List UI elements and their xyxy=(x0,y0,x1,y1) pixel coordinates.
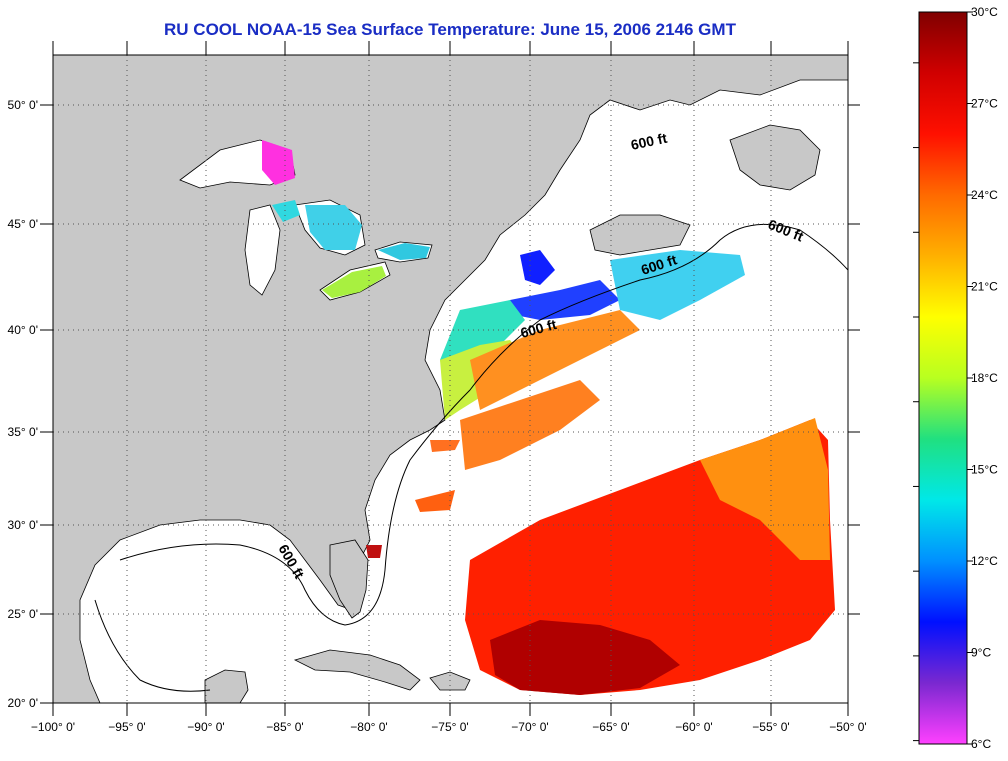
map-title: RU COOL NOAA-15 Sea Surface Temperature:… xyxy=(164,20,736,39)
celsius-label: 15°C xyxy=(971,463,998,477)
lat-label: 40° 0' xyxy=(8,323,38,337)
yucatan-land xyxy=(204,669,249,703)
lon-label: −100° 0' xyxy=(31,720,75,734)
sst-lake-superior xyxy=(262,140,295,185)
colorbar-ticks xyxy=(913,11,973,745)
nova-scotia-land xyxy=(589,214,691,256)
sst-sargasso-dark xyxy=(490,620,680,695)
colorbar-labels: 30°C27°C24°C21°C18°C15°C12°C9°C6°C83°F78… xyxy=(971,5,998,751)
lat-label: 20° 0' xyxy=(8,696,38,710)
sst-lake-huron xyxy=(305,205,362,250)
colorbar-gradient xyxy=(918,11,968,745)
lon-label: −80° 0' xyxy=(350,720,387,734)
lon-label: −75° 0' xyxy=(431,720,468,734)
celsius-label: 18°C xyxy=(971,371,998,385)
depth-label: 600 ft xyxy=(629,130,668,153)
lon-label: −65° 0' xyxy=(592,720,629,734)
sst-sargasso-orange xyxy=(700,418,830,560)
sst-patch-east-cape xyxy=(415,490,455,512)
sst-map: −100° 0' −95° 0' −90° 0' −85° 0' −80° 0'… xyxy=(8,41,867,734)
florida-land xyxy=(329,539,369,619)
graticule xyxy=(53,55,848,703)
sst-cape-cod-blue xyxy=(520,250,555,285)
lat-label: 35° 0' xyxy=(8,425,38,439)
celsius-label: 6°C xyxy=(971,737,991,751)
lat-label: 30° 0' xyxy=(8,518,38,532)
depth-contour-600ft-gulf xyxy=(94,599,211,692)
celsius-label: 21°C xyxy=(971,280,998,294)
axis-ticks xyxy=(40,41,860,716)
lake-michigan xyxy=(244,204,281,296)
lat-label: 25° 0' xyxy=(8,607,38,621)
lat-label: 45° 0' xyxy=(8,217,38,231)
sst-lake-erie xyxy=(322,266,386,298)
celsius-label: 27°C xyxy=(971,97,998,111)
sst-lake-ontario xyxy=(378,243,430,260)
sst-florida-patch xyxy=(366,545,382,558)
lon-label: −55° 0' xyxy=(752,720,789,734)
lon-label: −60° 0' xyxy=(675,720,712,734)
celsius-label: 24°C xyxy=(971,188,998,202)
sst-slope-orange xyxy=(470,310,640,410)
sst-scotian-shelf xyxy=(610,250,745,320)
lon-label: −70° 0' xyxy=(511,720,548,734)
celsius-label: 9°C xyxy=(971,646,991,660)
sst-gulf-stream-patch xyxy=(430,440,460,452)
sst-lake-michigan xyxy=(272,200,300,222)
latitude-labels: 50° 0' 45° 0' 40° 0' 35° 0' 30° 0' 25° 0… xyxy=(8,98,38,710)
newfoundland-land xyxy=(729,124,821,191)
lat-label: 50° 0' xyxy=(8,98,38,112)
cuba-land xyxy=(293,649,421,691)
lon-label: −95° 0' xyxy=(108,720,145,734)
temperature-colorbar: 30°C27°C24°C21°C18°C15°C12°C9°C6°C83°F78… xyxy=(913,5,998,751)
lon-label: −85° 0' xyxy=(266,720,303,734)
lon-label: −50° 0' xyxy=(829,720,866,734)
depth-contour-600ft xyxy=(119,223,848,626)
longitude-labels: −100° 0' −95° 0' −90° 0' −85° 0' −80° 0'… xyxy=(31,720,867,734)
sst-gulf-of-maine xyxy=(510,280,620,320)
celsius-label: 30°C xyxy=(971,5,998,19)
celsius-label: 12°C xyxy=(971,554,998,568)
lon-label: −90° 0' xyxy=(187,720,224,734)
